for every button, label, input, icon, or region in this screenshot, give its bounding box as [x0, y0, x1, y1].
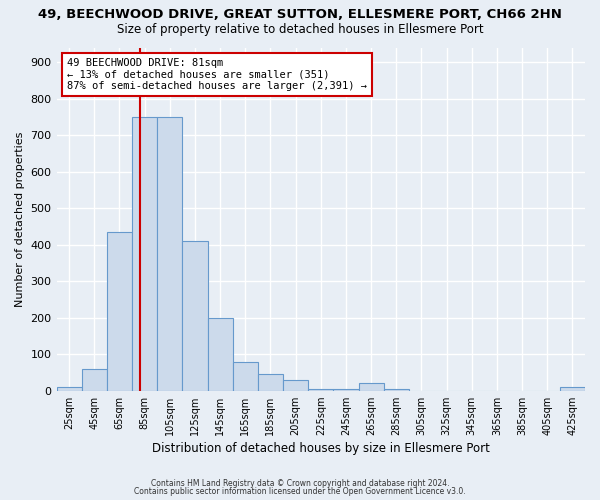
Bar: [56, 387, 82, 390]
Bar: [334, 389, 359, 390]
Bar: [308, 389, 334, 390]
Bar: [359, 384, 383, 390]
Y-axis label: Number of detached properties: Number of detached properties: [15, 132, 25, 307]
Text: Contains HM Land Registry data © Crown copyright and database right 2024.: Contains HM Land Registry data © Crown c…: [151, 478, 449, 488]
Text: 49 BEECHWOOD DRIVE: 81sqm
← 13% of detached houses are smaller (351)
87% of semi: 49 BEECHWOOD DRIVE: 81sqm ← 13% of detac…: [67, 58, 367, 91]
Bar: [233, 362, 258, 390]
Text: Contains public sector information licensed under the Open Government Licence v3: Contains public sector information licen…: [134, 487, 466, 496]
Bar: [107, 232, 132, 390]
Bar: [383, 389, 409, 390]
Bar: [283, 380, 308, 390]
X-axis label: Distribution of detached houses by size in Ellesmere Port: Distribution of detached houses by size …: [152, 442, 490, 455]
Bar: [182, 241, 208, 390]
Text: 49, BEECHWOOD DRIVE, GREAT SUTTON, ELLESMERE PORT, CH66 2HN: 49, BEECHWOOD DRIVE, GREAT SUTTON, ELLES…: [38, 8, 562, 20]
Bar: [132, 117, 157, 390]
Text: Size of property relative to detached houses in Ellesmere Port: Size of property relative to detached ho…: [116, 22, 484, 36]
Bar: [258, 374, 283, 390]
Bar: [157, 117, 182, 390]
Bar: [82, 369, 107, 390]
Bar: [560, 387, 585, 390]
Bar: [208, 318, 233, 390]
